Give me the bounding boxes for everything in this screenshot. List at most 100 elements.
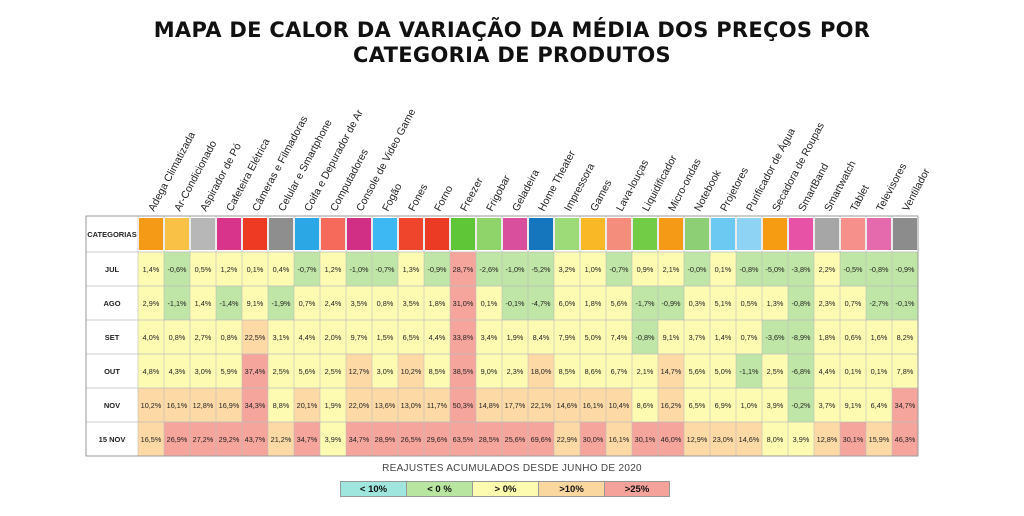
cell-2-8 bbox=[346, 320, 372, 354]
cell-label-2-5: 3,1% bbox=[273, 333, 290, 342]
cell-label-2-6: 4,4% bbox=[299, 333, 316, 342]
cell-label-4-24: 3,9% bbox=[767, 401, 784, 410]
cell-4-27 bbox=[840, 388, 866, 422]
cell-4-12 bbox=[450, 388, 476, 422]
cell-5-3 bbox=[216, 422, 242, 456]
cell-5-6 bbox=[294, 422, 320, 456]
cell-3-26 bbox=[814, 354, 840, 388]
cell-1-3 bbox=[216, 286, 242, 320]
cell-label-2-3: 0,8% bbox=[221, 333, 238, 342]
cell-3-11 bbox=[424, 354, 450, 388]
cell-label-2-14: 1,9% bbox=[507, 333, 524, 342]
cell-label-5-18: 16,1% bbox=[609, 435, 630, 444]
cell-1-20 bbox=[658, 286, 684, 320]
cell-label-1-29: -0,1% bbox=[895, 299, 915, 308]
cell-label-2-20: 9,1% bbox=[663, 333, 680, 342]
cell-label-4-10: 13,0% bbox=[401, 401, 422, 410]
cell-label-4-25: -0,2% bbox=[791, 401, 811, 410]
cell-0-13 bbox=[476, 252, 502, 286]
cell-4-11 bbox=[424, 388, 450, 422]
cell-2-21 bbox=[684, 320, 710, 354]
cell-2-25 bbox=[788, 320, 814, 354]
cell-0-6 bbox=[294, 252, 320, 286]
column-swatch-1 bbox=[165, 218, 189, 250]
row-label-5: 15 NOV bbox=[99, 435, 126, 444]
cell-label-0-22: 0,1% bbox=[715, 265, 732, 274]
cell-3-15 bbox=[528, 354, 554, 388]
cell-0-0 bbox=[138, 252, 164, 286]
column-swatch-23 bbox=[737, 218, 761, 250]
cell-5-11 bbox=[424, 422, 450, 456]
cell-1-15 bbox=[528, 286, 554, 320]
cell-5-17 bbox=[580, 422, 606, 456]
column-swatch-10 bbox=[399, 218, 423, 250]
cell-label-5-8: 34,7% bbox=[349, 435, 370, 444]
legend-item-gt10: >10% bbox=[538, 481, 604, 497]
cell-label-0-15: -5,2% bbox=[531, 265, 551, 274]
cell-label-0-26: 2,2% bbox=[819, 265, 836, 274]
cell-label-2-28: 1,6% bbox=[871, 333, 888, 342]
column-label-17: Games bbox=[588, 178, 614, 214]
cell-4-22 bbox=[710, 388, 736, 422]
cell-4-5 bbox=[268, 388, 294, 422]
cell-label-3-15: 18,0% bbox=[531, 367, 552, 376]
cell-label-5-0: 16,5% bbox=[141, 435, 162, 444]
cell-label-4-9: 13,6% bbox=[375, 401, 396, 410]
cell-5-27 bbox=[840, 422, 866, 456]
cell-label-4-29: 34,7% bbox=[895, 401, 916, 410]
cell-1-1 bbox=[164, 286, 190, 320]
cell-3-13 bbox=[476, 354, 502, 388]
column-swatch-2 bbox=[191, 218, 215, 250]
cell-3-23 bbox=[736, 354, 762, 388]
row-label-2: SET bbox=[105, 333, 120, 342]
cell-4-28 bbox=[866, 388, 892, 422]
cell-label-2-2: 2,7% bbox=[195, 333, 212, 342]
cell-label-1-7: 2,4% bbox=[325, 299, 342, 308]
cell-3-6 bbox=[294, 354, 320, 388]
cell-3-25 bbox=[788, 354, 814, 388]
cell-1-26 bbox=[814, 286, 840, 320]
cell-label-4-18: 10,4% bbox=[609, 401, 630, 410]
cell-0-20 bbox=[658, 252, 684, 286]
column-label-11: Forno bbox=[432, 183, 456, 213]
cell-label-5-28: 15,9% bbox=[869, 435, 890, 444]
legend: < 10% < 0 % > 0% >10% >25% bbox=[340, 481, 670, 497]
row-label-0: JUL bbox=[105, 265, 120, 274]
row-label-4: NOV bbox=[104, 401, 120, 410]
cell-label-4-22: 6,9% bbox=[715, 401, 732, 410]
cell-4-3 bbox=[216, 388, 242, 422]
cell-0-7 bbox=[320, 252, 346, 286]
cell-label-2-0: 4,0% bbox=[143, 333, 160, 342]
cell-0-3 bbox=[216, 252, 242, 286]
cell-4-26 bbox=[814, 388, 840, 422]
cell-label-3-7: 2,5% bbox=[325, 367, 342, 376]
cell-0-28 bbox=[866, 252, 892, 286]
cell-2-6 bbox=[294, 320, 320, 354]
cell-0-9 bbox=[372, 252, 398, 286]
cell-label-0-6: -0,7% bbox=[297, 265, 317, 274]
cell-label-2-25: -8,9% bbox=[791, 333, 811, 342]
cell-label-5-26: 12,8% bbox=[817, 435, 838, 444]
cell-5-10 bbox=[398, 422, 424, 456]
cell-2-23 bbox=[736, 320, 762, 354]
cell-label-1-1: -1,1% bbox=[167, 299, 187, 308]
cell-2-0 bbox=[138, 320, 164, 354]
cell-2-9 bbox=[372, 320, 398, 354]
cell-5-19 bbox=[632, 422, 658, 456]
cell-4-23 bbox=[736, 388, 762, 422]
cell-label-4-13: 14,8% bbox=[479, 401, 500, 410]
column-swatch-4 bbox=[243, 218, 267, 250]
cell-4-17 bbox=[580, 388, 606, 422]
cell-4-19 bbox=[632, 388, 658, 422]
cell-3-22 bbox=[710, 354, 736, 388]
cell-label-4-1: 16,1% bbox=[167, 401, 188, 410]
cell-5-2 bbox=[190, 422, 216, 456]
cell-3-28 bbox=[866, 354, 892, 388]
cell-label-5-19: 30,1% bbox=[635, 435, 656, 444]
cell-5-9 bbox=[372, 422, 398, 456]
cell-0-29 bbox=[892, 252, 918, 286]
column-label-10: Fones bbox=[406, 182, 430, 213]
cell-0-11 bbox=[424, 252, 450, 286]
cell-label-5-2: 27,2% bbox=[193, 435, 214, 444]
